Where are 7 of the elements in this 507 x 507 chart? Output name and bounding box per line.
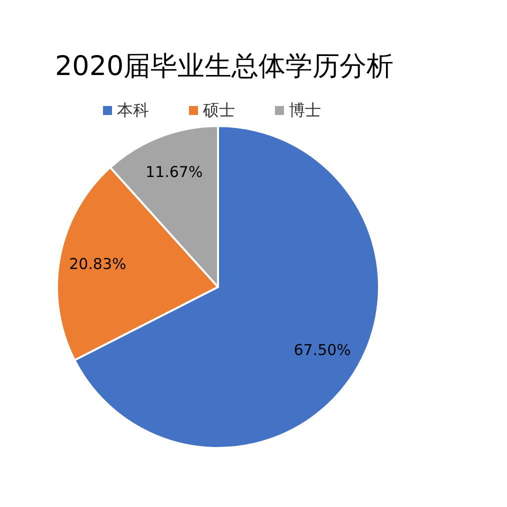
data-label: 67.50% [294, 341, 351, 360]
data-label: 11.67% [146, 162, 203, 181]
legend-label: 博士 [289, 100, 321, 120]
chart-title: 2020届毕业生总体学历分析 [55, 51, 394, 82]
data-label: 20.83% [69, 254, 126, 273]
legend-label: 本科 [117, 100, 149, 120]
legend-label: 硕士 [202, 100, 235, 120]
